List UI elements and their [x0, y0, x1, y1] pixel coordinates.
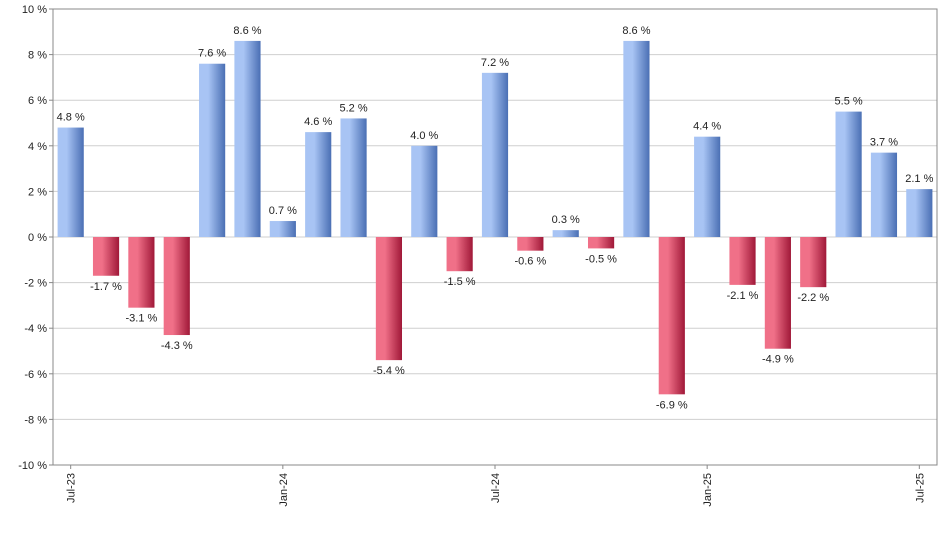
bar [623, 40, 650, 237]
data-label: 5.2 % [339, 102, 367, 114]
bar [587, 237, 615, 249]
data-label: -6.9 % [656, 399, 688, 411]
y-tick-label: -6 % [24, 369, 47, 381]
y-tick-label: -8 % [24, 414, 47, 426]
data-labels: 4.8 % -1.7 % -3.1 % -4.3 % 7.6 % 8.6 % 0.7 % 4.… [57, 25, 934, 411]
y-tick-label: -2 % [24, 278, 47, 290]
data-label: 5.5 % [835, 96, 863, 108]
data-label: 8.6 % [622, 25, 650, 37]
data-label: 4.6 % [304, 116, 332, 128]
bar [658, 237, 685, 395]
bar [92, 237, 120, 276]
x-tick-label: Jul-23 [66, 473, 78, 503]
bar [269, 221, 296, 237]
data-label: -3.1 % [126, 313, 158, 325]
x-axis-ticks: Jul-23 Jan-24 Jul-24 Jan-25 Jul-25 [66, 465, 926, 507]
bar [481, 72, 509, 237]
x-tick-label: Jul-24 [490, 473, 502, 503]
bar [340, 118, 367, 237]
bar [552, 230, 579, 237]
data-label: -4.3 % [161, 340, 193, 352]
data-label: 0.7 % [269, 205, 297, 217]
data-label: -0.5 % [585, 253, 617, 265]
bar [57, 127, 84, 237]
bars [57, 40, 933, 395]
data-label: -2.2 % [797, 292, 829, 304]
data-label: 8.6 % [233, 25, 261, 37]
bar [446, 237, 473, 272]
bar [517, 237, 544, 251]
x-tick-label: Jul-25 [914, 473, 926, 503]
data-label: 4.0 % [410, 130, 438, 142]
y-tick-label: 8 % [28, 50, 47, 62]
data-label: 4.4 % [693, 121, 721, 133]
data-label: -5.4 % [373, 365, 405, 377]
y-tick-label: 2 % [28, 186, 47, 198]
data-label: -2.1 % [727, 290, 759, 302]
y-tick-label: 4 % [28, 141, 47, 153]
data-label: -0.6 % [514, 256, 546, 268]
data-label: -1.7 % [90, 281, 122, 293]
x-tick-label: Jan-25 [702, 473, 714, 507]
plot-frame [52, 8, 938, 466]
data-label: -1.5 % [444, 276, 476, 288]
bar [199, 63, 226, 237]
bar [411, 145, 438, 237]
bar [835, 111, 862, 237]
data-label: 0.3 % [552, 214, 580, 226]
bar [375, 237, 403, 361]
bar [163, 237, 190, 336]
bar [128, 237, 155, 308]
y-tick-label: 6 % [28, 95, 47, 107]
data-label: 7.2 % [481, 57, 509, 69]
bar [870, 152, 898, 237]
bar [800, 237, 827, 288]
bar [694, 136, 721, 237]
data-label: 2.1 % [905, 173, 933, 185]
bar [729, 237, 756, 285]
bar [234, 40, 261, 237]
x-tick-label: Jan-24 [278, 473, 290, 507]
y-axis-ticks: -10 % -8 % -6 % -4 % -2 % 0 % 2 % 4 % 6 % 8 % 10 % [18, 4, 53, 472]
bar [906, 189, 933, 237]
data-label: 4.8 % [57, 112, 85, 124]
data-label: 3.7 % [870, 137, 898, 149]
y-tick-label: -4 % [24, 323, 47, 335]
bar [305, 132, 332, 237]
y-tick-label: -10 % [18, 460, 47, 472]
y-tick-label: 0 % [28, 232, 47, 244]
data-label: 7.6 % [198, 48, 226, 60]
y-tick-label: 10 % [22, 4, 47, 16]
bar [764, 237, 791, 349]
data-label: -4.9 % [762, 354, 794, 366]
